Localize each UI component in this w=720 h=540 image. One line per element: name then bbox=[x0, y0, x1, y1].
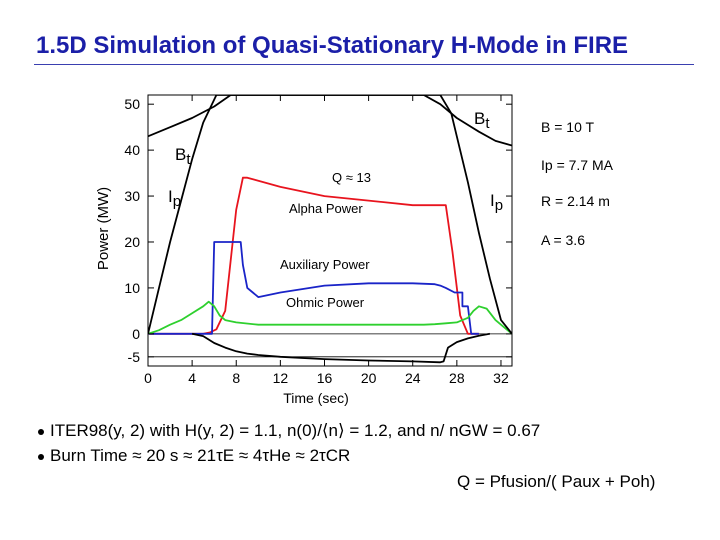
y-axis-label: Power (MW) bbox=[95, 187, 112, 270]
bt-right-label: Bt bbox=[474, 109, 490, 132]
x-tick-label: 32 bbox=[493, 370, 509, 386]
bt-left-label: Bt bbox=[175, 145, 191, 168]
series-bt bbox=[148, 95, 512, 147]
bullet-dot-icon bbox=[38, 453, 44, 460]
x-tick-label: 4 bbox=[188, 370, 196, 386]
series-ip bbox=[148, 95, 512, 335]
series-ohmic-power bbox=[148, 300, 512, 335]
x-tick-label: 16 bbox=[317, 370, 333, 386]
x-tick-label: 28 bbox=[449, 370, 465, 386]
bullet-text: ITER98(y, 2) with H(y, 2) = 1.1, n(0)/⟨n… bbox=[50, 421, 541, 440]
series-auxiliary-power bbox=[148, 241, 479, 335]
param-a: A = 3.6 bbox=[541, 232, 585, 248]
param-r: R = 2.14 m bbox=[541, 193, 610, 209]
y-tick-label: 20 bbox=[124, 234, 140, 250]
x-tick-label: 24 bbox=[405, 370, 421, 386]
param-ip: Ip = 7.7 MA bbox=[541, 157, 613, 173]
x-tick-label: 0 bbox=[144, 370, 152, 386]
series-alpha-power bbox=[148, 176, 479, 335]
x-tick-label: 12 bbox=[273, 370, 289, 386]
series-layer bbox=[148, 95, 512, 364]
q-formula: Q = Pfusion/( Paux + Poh) bbox=[457, 472, 656, 491]
auxiliary-power-label: Auxiliary Power bbox=[280, 257, 370, 272]
y-tick-label: 0 bbox=[132, 326, 140, 342]
x-tick-label: 20 bbox=[361, 370, 377, 386]
bullet-item: Burn Time ≈ 20 s ≈ 21τE ≈ 4τHe ≈ 2τCR bbox=[38, 446, 350, 466]
y-tick-label: 40 bbox=[124, 142, 140, 158]
y-tick-label: 50 bbox=[124, 96, 140, 112]
q-label: Q ≈ 13 bbox=[332, 170, 371, 185]
ip-left-label: Ip bbox=[168, 187, 181, 210]
labels-layer: Time (sec) Power (MW) Bt Bt Ip Ip Q ≈ 13 Alpha … bbox=[95, 109, 503, 406]
param-b: B = 10 T bbox=[541, 119, 595, 135]
bullet-text: Burn Time ≈ 20 s ≈ 21τE ≈ 4τHe ≈ 2τCR bbox=[50, 446, 351, 465]
y-tick-label: -5 bbox=[128, 349, 141, 365]
series-loop-voltage bbox=[191, 332, 491, 364]
x-tick-label: 8 bbox=[232, 370, 240, 386]
ohmic-power-label: Ohmic Power bbox=[286, 295, 365, 310]
title-divider bbox=[34, 64, 694, 65]
alpha-power-label: Alpha Power bbox=[289, 201, 363, 216]
y-tick-label: 10 bbox=[124, 280, 140, 296]
x-axis-label: Time (sec) bbox=[283, 390, 349, 406]
ip-right-label: Ip bbox=[490, 191, 503, 214]
y-tick-label: 30 bbox=[124, 188, 140, 204]
slide-title: 1.5D Simulation of Quasi-Stationary H-Mo… bbox=[36, 32, 629, 59]
bullet-dot-icon bbox=[38, 428, 44, 435]
bullet-item: ITER98(y, 2) with H(y, 2) = 1.1, n(0)/⟨n… bbox=[38, 421, 540, 441]
